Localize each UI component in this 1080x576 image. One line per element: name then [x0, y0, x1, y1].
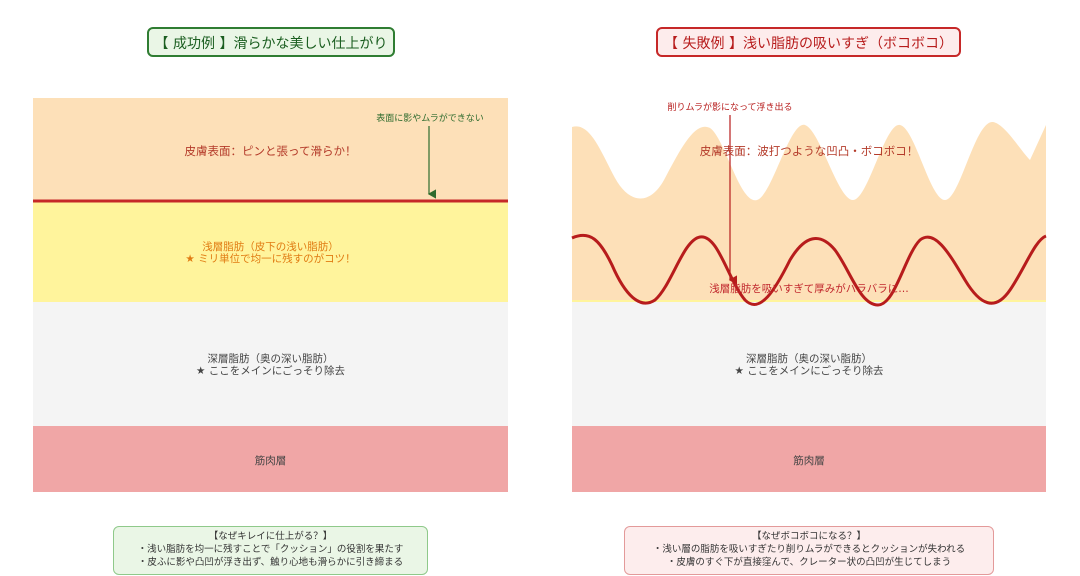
right-annotation-label: 削りムラが影になって浮き出る — [667, 103, 793, 113]
right-deep-label-1: 深層脂肪（奥の深い脂肪） — [746, 353, 872, 365]
left-deep-label-2: ★ ここをメインにごっそり除去 — [195, 365, 346, 377]
failure-reason-box: 【なぜボコボコになる？】 ・浅い層の脂肪を吸いすぎたり削りムラができるとクッショ… — [624, 526, 994, 575]
left-muscle-layer — [33, 426, 508, 492]
right-muscle-layer — [572, 426, 1046, 492]
failure-reason-line-1: ・浅い層の脂肪を吸いすぎたり削りムラができるとクッションが失われる — [652, 544, 966, 555]
left-skin-label: 皮膚表面：ピンと張って滑らか！ — [184, 144, 357, 158]
right-deep-fat-layer — [572, 302, 1046, 426]
failure-title: 【 失敗例 】浅い脂肪の吸いすぎ（ボコボコ） — [656, 27, 961, 57]
right-boundary-wave — [571, 233, 1047, 307]
failure-reason-title: 【なぜボコボコになる？】 — [751, 531, 866, 542]
right-skin-label: 皮膚表面：波打つような凹凸・ボコボコ！ — [699, 144, 919, 158]
right-deep-label-2: ★ ここをメインにごっそり除去 — [734, 365, 884, 377]
left-shallow-label-1: 浅層脂肪（皮下の浅い脂肪） — [202, 241, 339, 253]
success-title: 【 成功例 】滑らかな美しい仕上がり — [147, 27, 395, 57]
success-reason-line-2: ・皮ふに影や凸凹が浮き出ず、触り心地も滑らかに引き締まる — [137, 557, 404, 568]
left-annotation-label: 表面に影やムラができない — [376, 114, 484, 124]
failure-reason-line-2: ・皮膚のすぐ下が直接窪んで、クレーター状の凸凹が生じてしまう — [666, 557, 952, 568]
left-shallow-label-2: ★ ミリ単位で均一に残すのがコツ！ — [185, 253, 356, 265]
success-reason-title: 【なぜキレイに仕上がる？】 — [208, 531, 333, 542]
right-skin-wave — [572, 121, 1046, 300]
right-shallow-label: 浅層脂肪を吸いすぎて厚みがバラバラに… — [709, 283, 909, 295]
left-muscle-label: 筋肉層 — [254, 455, 287, 467]
left-deep-label-1: 深層脂肪（奥の深い脂肪） — [207, 353, 334, 365]
left-deep-fat-layer — [33, 302, 508, 426]
right-muscle-label: 筋肉層 — [793, 455, 825, 467]
success-reason-line-1: ・浅い脂肪を均一に残すことで「クッション」の役割を果たす — [137, 544, 404, 555]
left-shallow-fat-layer — [33, 201, 508, 302]
success-reason-box: 【なぜキレイに仕上がる？】 ・浅い脂肪を均一に残すことで「クッション」の役割を果… — [113, 526, 428, 575]
